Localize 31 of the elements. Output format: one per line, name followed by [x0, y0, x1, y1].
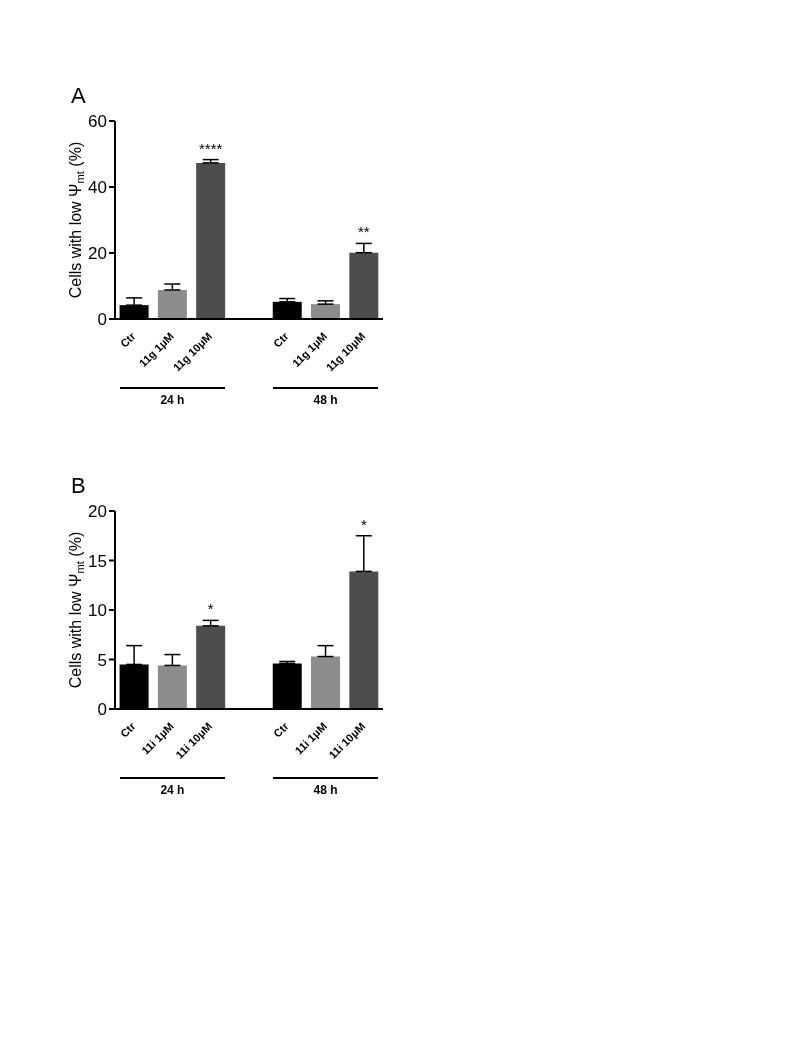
- bar: [311, 304, 341, 319]
- text: 48 h: [312, 783, 339, 797]
- y-tick-label: 20: [88, 244, 107, 264]
- bar: [349, 252, 379, 319]
- y-tick-label: 20: [88, 502, 107, 522]
- y-tick-label: 60: [88, 112, 107, 132]
- data-label: *: [207, 600, 214, 618]
- y-tick-label: 5: [97, 650, 107, 670]
- bar: [196, 625, 226, 709]
- text: 24 h: [159, 393, 186, 407]
- y-tick-label: 10: [88, 601, 107, 621]
- data-label: **: [357, 223, 370, 241]
- y-tick-label: 15: [88, 551, 107, 571]
- text: 48 h: [312, 393, 339, 407]
- text: 24 h: [159, 783, 186, 797]
- y-tick-label: 40: [88, 178, 107, 198]
- x-tick-label: Ctr: [117, 329, 139, 350]
- bar: [157, 665, 187, 709]
- chart-title: B: [71, 473, 87, 500]
- y-tick-label: 0: [97, 310, 107, 330]
- data-label: *: [360, 515, 367, 533]
- y-tick-label: 0: [97, 700, 107, 720]
- data-label: ****: [198, 139, 223, 157]
- bar: [311, 656, 341, 709]
- x-tick-label: Ctr: [271, 329, 292, 350]
- x-tick-label: Ctr: [271, 719, 292, 740]
- bar: [157, 289, 187, 319]
- bar: [349, 571, 379, 709]
- bar: [196, 162, 226, 319]
- x-tick-label: Ctr: [117, 719, 139, 740]
- chart-title: A: [71, 83, 87, 110]
